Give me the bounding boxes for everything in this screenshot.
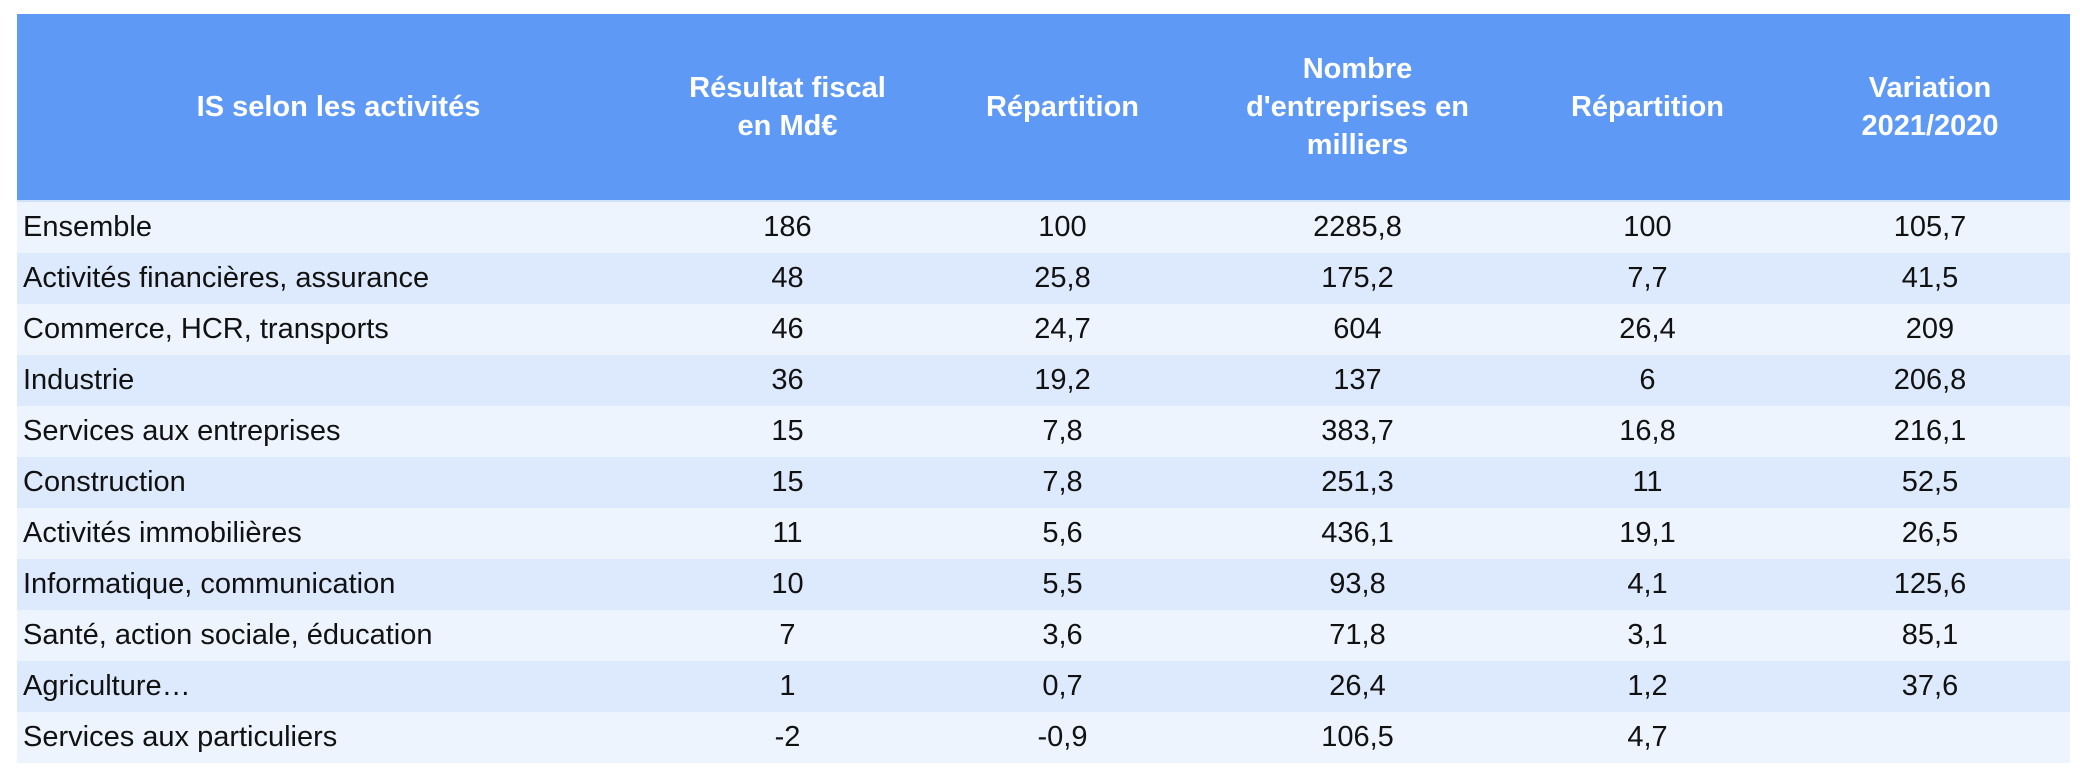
share-companies-cell: 26,4 [1505,304,1790,355]
fiscal-result-cell: 11 [660,508,915,559]
share-companies-cell: 7,7 [1505,253,1790,304]
fiscal-result-cell: 15 [660,406,915,457]
share-result-cell: 25,8 [915,253,1210,304]
variation-cell: 26,5 [1790,508,2070,559]
variation-cell: 125,6 [1790,559,2070,610]
fiscal-result-cell: 15 [660,457,915,508]
header-company-count: Nombre d'entreprises en milliers [1210,14,1505,202]
share-companies-cell: 3,1 [1505,610,1790,661]
share-result-cell: -0,9 [915,712,1210,763]
activity-cell: Activités financières, assurance [17,253,660,304]
header-variation: Variation 2021/2020 [1790,14,2070,202]
activity-cell: Industrie [17,355,660,406]
fiscal-result-cell: -2 [660,712,915,763]
company-count-cell: 436,1 [1210,508,1505,559]
table-row: Construction 15 7,8 251,3 11 52,5 [17,457,2070,508]
variation-cell: 41,5 [1790,253,2070,304]
share-result-cell: 24,7 [915,304,1210,355]
share-companies-cell: 100 [1505,201,1790,253]
share-companies-cell: 6 [1505,355,1790,406]
table-row: Industrie 36 19,2 137 6 206,8 [17,355,2070,406]
header-share-result: Répartition [915,14,1210,202]
activity-cell: Ensemble [17,201,660,253]
activity-cell: Commerce, HCR, transports [17,304,660,355]
header-fiscal-result: Résultat fiscal en Md€ [660,14,915,202]
company-count-cell: 93,8 [1210,559,1505,610]
header-row: IS selon les activités Résultat fiscal e… [17,14,2070,202]
company-count-cell: 251,3 [1210,457,1505,508]
activity-cell: Services aux particuliers [17,712,660,763]
fiscal-result-cell: 46 [660,304,915,355]
company-count-cell: 175,2 [1210,253,1505,304]
activity-cell: Activités immobilières [17,508,660,559]
company-count-cell: 26,4 [1210,661,1505,712]
variation-cell [1790,712,2070,763]
fiscal-result-cell: 36 [660,355,915,406]
share-companies-cell: 16,8 [1505,406,1790,457]
share-result-cell: 5,5 [915,559,1210,610]
header-share-companies: Répartition [1505,14,1790,202]
share-result-cell: 7,8 [915,406,1210,457]
table-row: Services aux particuliers -2 -0,9 106,5 4,7 [17,712,2070,763]
share-result-cell: 3,6 [915,610,1210,661]
company-count-cell: 604 [1210,304,1505,355]
table-row: Santé, action sociale, éducation 7 3,6 71,8… [17,610,2070,661]
fiscal-result-cell: 1 [660,661,915,712]
fiscal-result-cell: 186 [660,201,915,253]
share-companies-cell: 19,1 [1505,508,1790,559]
table-row: Agriculture… 1 0,7 26,4 1,2 37,6 [17,661,2070,712]
company-count-cell: 71,8 [1210,610,1505,661]
activity-cell: Agriculture… [17,661,660,712]
activity-cell: Informatique, communication [17,559,660,610]
variation-cell: 209 [1790,304,2070,355]
table-row: Commerce, HCR, transports 46 24,7 604 26,4 20… [17,304,2070,355]
share-result-cell: 0,7 [915,661,1210,712]
company-count-cell: 2285,8 [1210,201,1505,253]
variation-cell: 85,1 [1790,610,2070,661]
variation-cell: 52,5 [1790,457,2070,508]
share-companies-cell: 4,1 [1505,559,1790,610]
fiscal-result-cell: 48 [660,253,915,304]
variation-cell: 105,7 [1790,201,2070,253]
table-row: Activités financières, assurance 48 25,8 17… [17,253,2070,304]
variation-cell: 37,6 [1790,661,2070,712]
share-result-cell: 100 [915,201,1210,253]
table-row: Ensemble 186 100 2285,8 100 105,7 [17,201,2070,253]
company-count-cell: 383,7 [1210,406,1505,457]
table-row: Informatique, communication 10 5,5 93,8 4,1 1… [17,559,2070,610]
share-companies-cell: 1,2 [1505,661,1790,712]
share-companies-cell: 4,7 [1505,712,1790,763]
activity-cell: Services aux entreprises [17,406,660,457]
activity-cell: Santé, action sociale, éducation [17,610,660,661]
share-result-cell: 7,8 [915,457,1210,508]
share-result-cell: 5,6 [915,508,1210,559]
variation-cell: 206,8 [1790,355,2070,406]
share-companies-cell: 11 [1505,457,1790,508]
header-activity: IS selon les activités [17,14,660,202]
company-count-cell: 106,5 [1210,712,1505,763]
fiscal-result-cell: 7 [660,610,915,661]
activity-cell: Construction [17,457,660,508]
company-count-cell: 137 [1210,355,1505,406]
table-row: Activités immobilières 11 5,6 436,1 19,1 26,5 [17,508,2070,559]
is-activities-table: IS selon les activités Résultat fiscal e… [17,14,2070,763]
table-row: Services aux entreprises 15 7,8 383,7 16,8 21… [17,406,2070,457]
fiscal-result-cell: 10 [660,559,915,610]
share-result-cell: 19,2 [915,355,1210,406]
variation-cell: 216,1 [1790,406,2070,457]
